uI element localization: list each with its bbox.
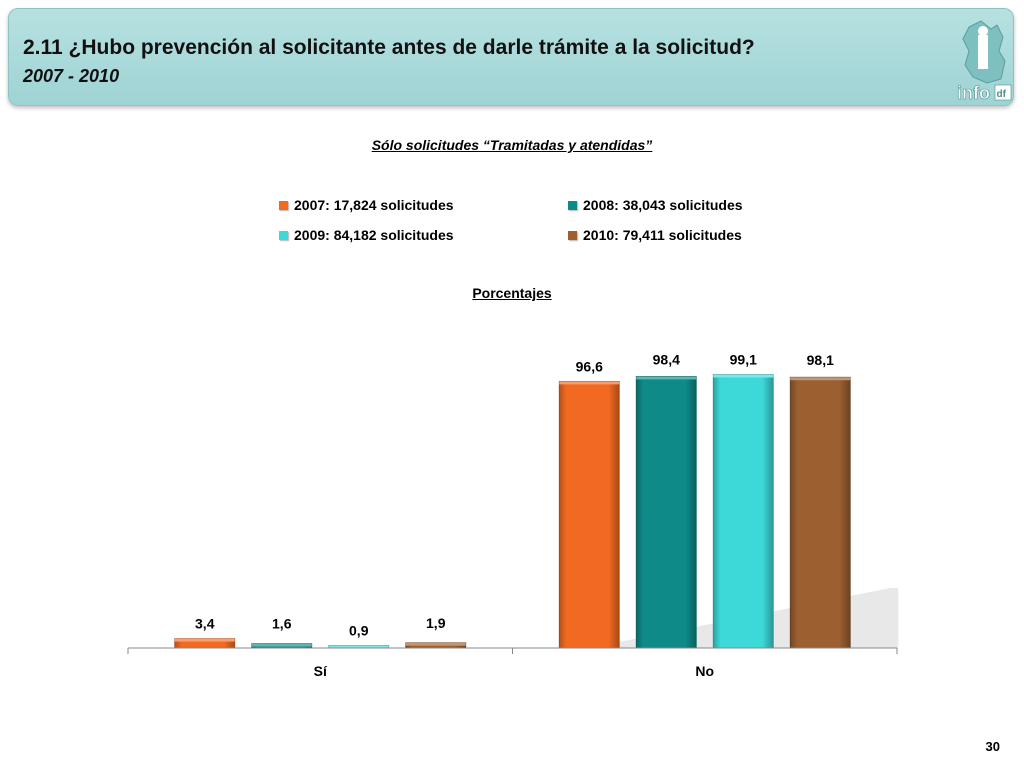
legend-label-2009: 2009: 84,182 solicitudes [294,227,454,243]
logo-text: info [957,83,990,103]
data-label: 0,9 [349,623,369,639]
bar-top-highlight [405,642,466,646]
page-number: 30 [985,739,1000,754]
title-banner: 2.11 ¿Hubo prevención al solicitante ant… [8,8,1014,106]
legend-swatch-2010 [568,230,577,240]
category-label: Sí [314,663,328,679]
legend-swatch-2009 [279,230,288,240]
bar-top-highlight [174,638,235,642]
infodf-logo: info df [957,20,1012,103]
bar-top-highlight [559,381,620,385]
bar-no-1 [635,376,697,649]
data-label: 99,1 [730,351,757,367]
chart-title: Sólo solicitudes “Tramitadas y atendidas… [371,137,653,153]
slide-title: 2.11 ¿Hubo prevención al solicitante ant… [23,36,755,59]
units-label: Porcentajes [472,285,552,301]
bar-no-0 [558,380,620,649]
category-label: No [695,663,714,679]
data-label: 3,4 [195,616,215,632]
bar-top-highlight [713,374,774,378]
legend-swatch-2008 [568,200,577,210]
legend-swatch-2007 [279,200,288,210]
legend-label-2010: 2010: 79,411 solicitudes [583,227,742,243]
bar-top-highlight [251,643,312,647]
data-label: 98,1 [807,352,834,368]
legend-label-2008: 2008: 38,043 solicitudes [583,197,743,213]
bar-no-2 [712,374,774,649]
bar-no-3 [789,376,851,649]
legend-label-2007: 2007: 17,824 solicitudes [294,197,454,213]
bar-top-highlight [636,376,697,380]
legend-item-2010: 2010: 79,411 solicitudes [568,227,742,243]
legend-item-2007: 2007: 17,824 solicitudes [279,197,454,213]
bar-top-highlight [328,645,389,648]
logo-suffix: df [997,89,1007,100]
data-label: 96,6 [576,358,603,374]
slide-subtitle: 2007 - 2010 [23,66,120,86]
data-label: 98,4 [653,351,680,367]
data-label: 1,6 [272,616,292,632]
legend-item-2009: 2009: 84,182 solicitudes [279,227,454,243]
data-label: 1,9 [426,615,446,631]
legend-item-2008: 2008: 38,043 solicitudes [568,197,743,213]
bar-top-highlight [790,377,851,381]
